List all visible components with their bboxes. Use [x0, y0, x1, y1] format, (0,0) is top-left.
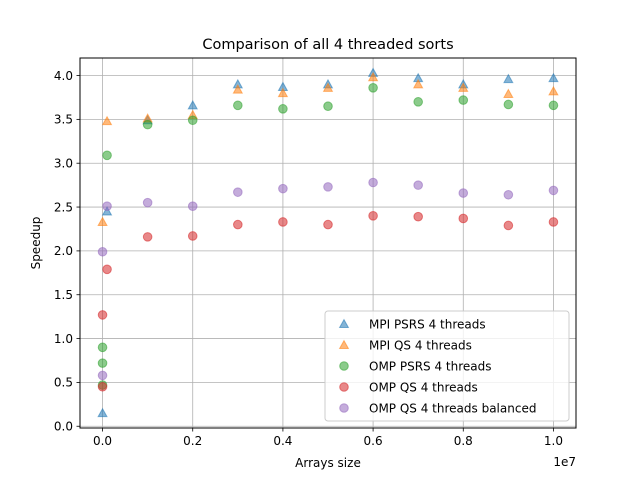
data-point [277, 87, 289, 98]
data-point [97, 381, 108, 392]
y-tick-label: 0.0 [54, 420, 73, 434]
legend-marker [339, 361, 349, 371]
data-point [413, 211, 423, 222]
data-point [503, 189, 514, 200]
axis-ticks: 0.0 0.2 0.4 0.6 0.8 1.0 0.0 0.5 1.0 1.5 2.0 2.5 3.0 3… [54, 69, 563, 448]
data-point [368, 177, 378, 188]
chart-title: Comparison of all 4 threaded sorts [202, 37, 453, 53]
x-tick-label: 0.0 [93, 434, 112, 448]
data-point [548, 85, 559, 96]
data-point [97, 342, 108, 353]
data-point [97, 216, 108, 226]
data-point [368, 83, 378, 93]
series-3 [97, 83, 559, 390]
legend-item: OMP PSRS 4 threads [339, 359, 492, 373]
data-point [233, 187, 243, 197]
legend-label: MPI PSRS 4 threads [369, 317, 486, 331]
legend-label: OMP QS 4 threads [369, 380, 478, 394]
legend: MPI PSRS 4 threads MPI QS 4 threads OMP PS… [324, 310, 570, 422]
data-point [323, 219, 333, 230]
legend-item: OMP QS 4 threads [339, 380, 478, 394]
data-point [548, 72, 559, 83]
data-point [458, 95, 469, 105]
data-point [412, 78, 424, 89]
legend-marker [339, 403, 349, 413]
data-point [503, 73, 514, 84]
series-4 [97, 211, 559, 392]
data-point [233, 219, 243, 230]
data-point [548, 100, 559, 111]
legend-item: MPI PSRS 4 threads [338, 317, 486, 331]
series-2 [97, 71, 559, 226]
data-point [322, 82, 334, 92]
data-point [458, 213, 469, 224]
data-points [97, 67, 559, 418]
data-point [413, 97, 423, 107]
data-point [458, 188, 469, 198]
grid [80, 58, 576, 428]
x-tick-label: 0.6 [364, 434, 383, 448]
y-axis-label: Speedup [29, 217, 43, 270]
y-tick-label: 3.5 [54, 113, 73, 127]
legend-box [324, 310, 570, 422]
x-axis-label: Arrays size [295, 456, 361, 470]
y-tick-label: 1.5 [54, 288, 73, 302]
series-5 [97, 177, 559, 381]
data-point [142, 232, 153, 242]
y-tick-label: 3.0 [54, 157, 73, 171]
data-point [102, 264, 112, 275]
data-point [97, 246, 108, 257]
data-point [102, 201, 112, 211]
legend-marker [338, 339, 350, 350]
x-tick-label: 0.8 [454, 434, 473, 448]
data-point [142, 119, 153, 130]
data-point [102, 150, 112, 161]
x-tick-label: 0.2 [183, 434, 202, 448]
legend-item: OMP QS 4 threads balanced [339, 401, 536, 415]
data-point [187, 99, 198, 110]
legend-label: OMP QS 4 threads balanced [369, 401, 536, 415]
data-point [278, 217, 288, 227]
legend-label: OMP PSRS 4 threads [369, 359, 492, 373]
data-point [97, 358, 108, 368]
data-point [368, 211, 378, 221]
legend-item: MPI QS 4 threads [338, 338, 472, 352]
data-point [187, 201, 198, 211]
data-point [323, 101, 333, 112]
y-tick-label: 4.0 [54, 69, 73, 83]
data-point [187, 115, 198, 126]
data-point [323, 182, 333, 192]
data-point [548, 217, 559, 227]
y-tick-label: 2.5 [54, 200, 73, 214]
data-point [97, 370, 108, 381]
data-point [97, 407, 108, 418]
data-point [101, 115, 113, 126]
data-point [97, 310, 108, 320]
data-point [278, 104, 288, 114]
legend-marker [339, 382, 349, 392]
data-point [232, 84, 244, 94]
data-point [187, 231, 198, 241]
legend-label: MPI QS 4 threads [369, 338, 472, 352]
data-point [503, 99, 514, 110]
y-tick-label: 1.0 [54, 332, 73, 346]
data-point [413, 180, 423, 190]
plot-area-frame [79, 57, 577, 429]
x-tick-label: 0.4 [273, 434, 292, 448]
data-point [367, 71, 379, 82]
x-axis-offset-label: 1e7 [553, 455, 576, 469]
data-point [458, 82, 469, 92]
data-point [278, 183, 288, 194]
data-point [503, 88, 514, 98]
legend-marker [338, 318, 350, 329]
data-point [503, 220, 514, 231]
x-tick-label: 1.0 [544, 434, 563, 448]
y-tick-label: 2.0 [54, 244, 73, 258]
data-point [233, 100, 243, 111]
y-tick-label: 0.5 [54, 376, 73, 390]
data-point [142, 197, 153, 208]
data-point [101, 206, 113, 216]
data-point [548, 185, 559, 196]
